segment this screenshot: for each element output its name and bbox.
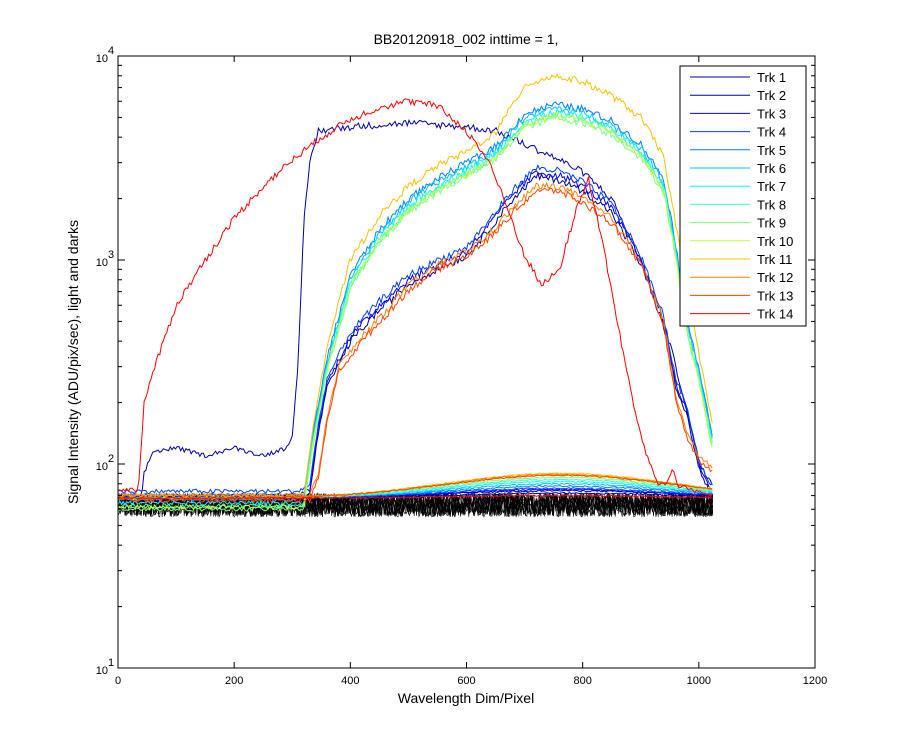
y-tick-exponent: 1 xyxy=(108,657,114,669)
x-tick-label: 1000 xyxy=(687,675,711,687)
legend-label: Trk 10 xyxy=(757,234,793,249)
legend-label: Trk 5 xyxy=(757,143,786,158)
legend-label: Trk 11 xyxy=(757,252,792,267)
series-line-8 xyxy=(117,111,713,509)
y-tick-label: 10 xyxy=(96,461,108,473)
series-line-9 xyxy=(117,114,713,513)
legend-label: Trk 13 xyxy=(757,288,793,303)
legend-label: Trk 9 xyxy=(757,216,786,231)
x-tick-label: 400 xyxy=(341,675,359,687)
legend-label: Trk 7 xyxy=(757,179,786,194)
y-axis-label: Signal Intensity (ADU/pix/sec), light an… xyxy=(65,220,81,504)
x-axis: 0 200 400 600 800 1000 1200 xyxy=(115,56,827,687)
x-tick-label: 1200 xyxy=(803,675,827,687)
y-tick-label: 10 xyxy=(96,53,108,65)
legend-items: Trk 1 Trk 2 Trk 3 Trk 4 Trk 5 Trk 6 Trk 7 Trk 8… xyxy=(690,70,793,322)
series-line-14 xyxy=(117,98,713,498)
y-tick-label: 10 xyxy=(96,665,108,677)
legend-label: Trk 8 xyxy=(757,197,786,212)
x-tick-label: 200 xyxy=(225,675,243,687)
x-tick-label: 0 xyxy=(115,675,121,687)
legend-label: Trk 1 xyxy=(757,70,786,85)
y-tick-exponent: 4 xyxy=(108,45,114,57)
series-line-dark-14 xyxy=(117,494,713,500)
y-tick-exponent: 3 xyxy=(108,249,114,261)
legend: Trk 1 Trk 2 Trk 3 Trk 4 Trk 5 Trk 6 Trk 7 Trk 8… xyxy=(679,65,807,327)
x-axis-label: Wavelength Dim/Pixel xyxy=(398,690,534,706)
series-line-10 xyxy=(117,111,713,511)
chart-title: BB20120918_002 inttime = 1, xyxy=(374,31,559,47)
legend-box xyxy=(679,65,807,327)
x-tick-label: 600 xyxy=(457,675,475,687)
y-tick-exponent: 2 xyxy=(108,453,114,465)
legend-label: Trk 12 xyxy=(757,270,793,285)
legend-label: Trk 14 xyxy=(757,307,793,322)
series-group xyxy=(117,73,713,513)
series-line-4 xyxy=(117,164,713,495)
legend-label: Trk 2 xyxy=(757,88,786,103)
x-tick-label: 800 xyxy=(573,675,591,687)
series-line-12 xyxy=(117,181,713,499)
series-line-13 xyxy=(118,187,713,504)
legend-label: Trk 6 xyxy=(757,161,786,176)
legend-label: Trk 4 xyxy=(757,125,786,140)
legend-label: Trk 3 xyxy=(757,106,786,121)
series-line-2 xyxy=(117,118,713,501)
series-line-6 xyxy=(117,106,713,503)
y-tick-label: 10 xyxy=(96,257,108,269)
